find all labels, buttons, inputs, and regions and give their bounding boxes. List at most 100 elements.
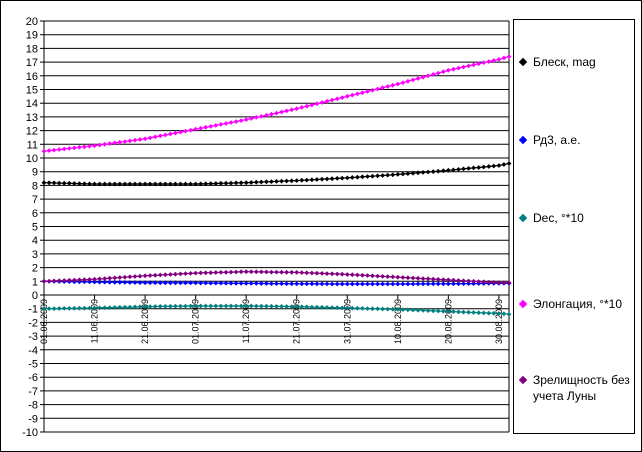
y-tick-label: -9 bbox=[28, 413, 38, 425]
data-point bbox=[233, 119, 239, 124]
data-point bbox=[375, 173, 380, 179]
data-point bbox=[471, 310, 476, 315]
data-point bbox=[360, 281, 365, 287]
data-point bbox=[274, 304, 279, 309]
data-point bbox=[496, 57, 502, 62]
data-point bbox=[314, 101, 320, 107]
data-point bbox=[157, 181, 163, 187]
data-point bbox=[279, 109, 284, 115]
data-point bbox=[152, 280, 158, 286]
data-point bbox=[198, 125, 204, 131]
data-point bbox=[339, 271, 345, 277]
data-point bbox=[193, 303, 198, 309]
data-point bbox=[228, 280, 234, 286]
data-point bbox=[349, 175, 355, 180]
data-point bbox=[193, 126, 198, 132]
data-point bbox=[385, 281, 391, 287]
data-point bbox=[157, 280, 163, 286]
data-point bbox=[183, 280, 188, 286]
data-point bbox=[137, 137, 143, 142]
data-point bbox=[269, 111, 274, 117]
data-point bbox=[102, 305, 108, 311]
data-point bbox=[355, 91, 360, 97]
data-point bbox=[188, 303, 193, 309]
data-point bbox=[456, 167, 461, 172]
data-point bbox=[223, 121, 229, 126]
data-point bbox=[400, 80, 406, 86]
series-line bbox=[43, 56, 510, 152]
y-tick-label: 18 bbox=[26, 43, 38, 55]
data-point bbox=[66, 306, 72, 311]
data-point bbox=[314, 304, 320, 310]
data-point bbox=[289, 107, 295, 113]
data-point bbox=[451, 281, 456, 287]
data-point bbox=[122, 280, 128, 285]
data-point bbox=[309, 102, 315, 108]
data-point bbox=[385, 172, 391, 178]
legend-label-visibility: Зрелищность без учета Луны bbox=[533, 373, 630, 403]
data-point bbox=[66, 277, 72, 283]
legend-item-dec: Dec, °*10 bbox=[518, 210, 584, 226]
data-point bbox=[46, 180, 52, 186]
data-point bbox=[87, 181, 92, 187]
data-point bbox=[309, 270, 315, 276]
data-point bbox=[248, 180, 254, 185]
data-point bbox=[157, 304, 163, 309]
data-point bbox=[61, 278, 67, 283]
data-point bbox=[425, 169, 431, 175]
data-point bbox=[456, 281, 461, 287]
data-point bbox=[228, 120, 234, 125]
data-point bbox=[274, 179, 279, 184]
data-point bbox=[117, 304, 123, 310]
data-point bbox=[319, 176, 325, 182]
data-point bbox=[501, 280, 507, 286]
y-tick-label: 12 bbox=[26, 126, 38, 138]
data-point bbox=[440, 168, 446, 174]
data-point bbox=[132, 274, 138, 279]
axes bbox=[40, 20, 510, 433]
data-point bbox=[360, 272, 365, 278]
legend-label-distance: Рд3, а.е. bbox=[533, 133, 581, 147]
data-point bbox=[491, 163, 497, 169]
data-point bbox=[390, 281, 396, 287]
data-point bbox=[56, 180, 62, 186]
data-point bbox=[137, 273, 143, 279]
data-point bbox=[208, 124, 214, 129]
data-point bbox=[466, 166, 471, 171]
data-point bbox=[107, 279, 113, 285]
data-point bbox=[168, 280, 173, 286]
data-point bbox=[435, 277, 441, 282]
data-point bbox=[425, 308, 431, 313]
data-point bbox=[329, 305, 335, 310]
data-point bbox=[173, 130, 178, 136]
data-point bbox=[274, 110, 279, 116]
data-point bbox=[248, 281, 254, 286]
data-point bbox=[430, 281, 436, 287]
data-point bbox=[339, 175, 345, 181]
data-point bbox=[228, 269, 234, 275]
data-point bbox=[360, 174, 365, 180]
data-point bbox=[355, 272, 360, 278]
data-point bbox=[228, 180, 234, 186]
series-4 bbox=[41, 54, 512, 154]
data-point bbox=[339, 305, 345, 311]
data-point bbox=[213, 280, 219, 286]
data-point bbox=[390, 172, 396, 178]
data-point bbox=[425, 73, 431, 79]
data-point bbox=[415, 281, 421, 287]
data-point bbox=[294, 106, 300, 112]
y-tick-label: -8 bbox=[28, 400, 38, 412]
data-point bbox=[299, 177, 305, 183]
data-point bbox=[395, 172, 401, 177]
data-point bbox=[440, 281, 446, 287]
data-point bbox=[137, 304, 143, 310]
data-point bbox=[395, 307, 401, 312]
data-point bbox=[127, 304, 133, 310]
data-point bbox=[481, 279, 487, 285]
data-point bbox=[324, 305, 330, 310]
data-point bbox=[71, 181, 77, 186]
data-point bbox=[334, 271, 340, 277]
data-point bbox=[481, 60, 487, 65]
data-point bbox=[198, 303, 204, 309]
